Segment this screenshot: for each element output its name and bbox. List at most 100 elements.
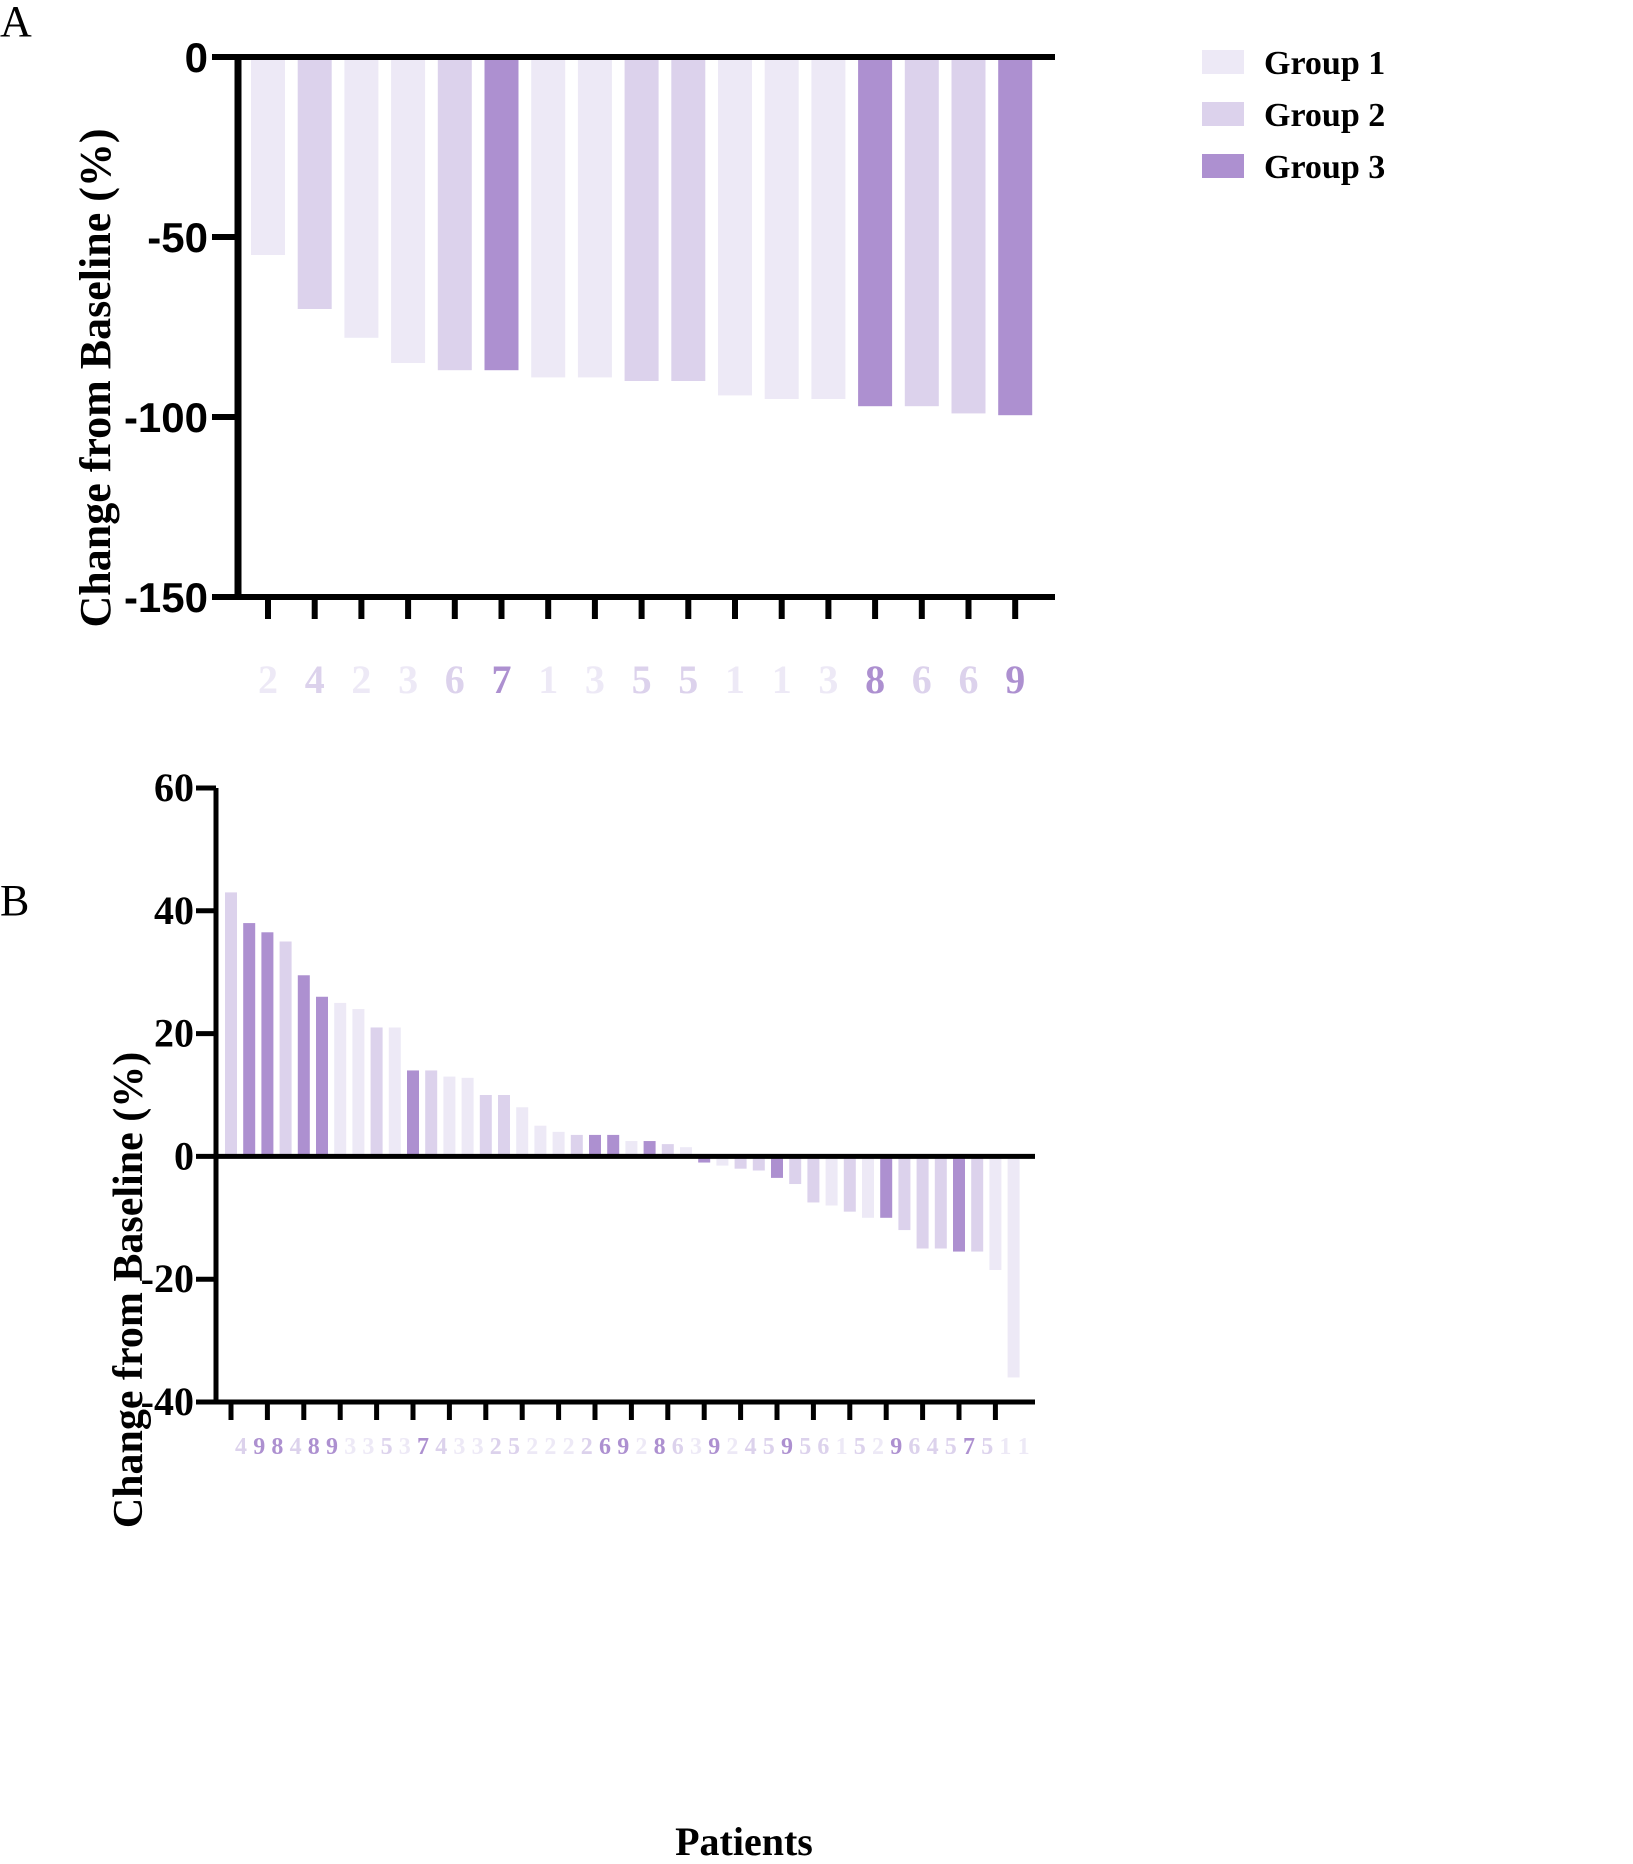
panel-a-category-label: 1 [772, 657, 792, 702]
panel-b-bar [698, 1156, 711, 1163]
panel-a-bar [437, 57, 472, 371]
panel-b-bar [789, 1156, 802, 1185]
panel-b-category-label: 8 [654, 1434, 666, 1460]
panel-b-bar [570, 1134, 583, 1157]
panel-a-category-label: 5 [632, 657, 652, 702]
panel-a-category-label: 1 [538, 657, 558, 702]
panel-a-bar [718, 57, 752, 396]
panel-a-bar [998, 57, 1033, 416]
panel-b-bar [352, 1009, 365, 1157]
panel-a-bar [531, 57, 566, 378]
panel-b-axes: 60 40 20 0 -20 -40 [141, 765, 1035, 1424]
panel-b-bar [388, 1027, 401, 1157]
panel-a-y-tick-label: -50 [147, 214, 208, 261]
panel-b-category-label: 7 [417, 1434, 429, 1460]
panel-a-category-label: 6 [959, 657, 979, 702]
legend-swatch [1202, 154, 1244, 178]
panel-b-bar [316, 996, 328, 1157]
panel-a-y-tick-label: -150 [124, 574, 208, 621]
panel-a-bar [858, 57, 893, 407]
panel-b-bar [479, 1095, 492, 1157]
panel-b-category-label: 6 [599, 1434, 611, 1460]
legend-label: Group 3 [1264, 149, 1385, 186]
panel-b-category-label: 2 [872, 1434, 884, 1460]
panel-a-category-label: 3 [818, 657, 838, 702]
panel-b-category-label: 6 [817, 1434, 829, 1460]
panel-a-y-axis-title: Change from Baseline (%) [71, 128, 120, 627]
panel-b-category-label: 4 [745, 1434, 757, 1460]
panel-b-bar [898, 1156, 911, 1231]
panel-b-category-label: 3 [472, 1434, 484, 1460]
panel-b-bar [461, 1077, 474, 1157]
panel-b-bar [880, 1156, 893, 1218]
panel-b-category-label: 5 [508, 1434, 520, 1460]
panel-a-bar [624, 57, 659, 381]
panel-a-category-label: 9 [1005, 657, 1025, 702]
panel-a-category-label: 8 [865, 657, 885, 702]
panel-b-bar [680, 1147, 692, 1157]
panel-b-y-tick-label: 40 [154, 888, 194, 933]
legend: Group 1 Group 2 Group 3 [1202, 45, 1385, 186]
panel-b-category-label: 4 [290, 1434, 302, 1460]
panel-b-category-label: 5 [854, 1434, 866, 1460]
panel-b-category-label: 4 [435, 1434, 447, 1460]
panel-b-category-label: 3 [453, 1434, 465, 1460]
panel-b-category-label: 9 [708, 1434, 720, 1460]
panel-b-category-label: 8 [271, 1434, 283, 1460]
panel-b-category-label: 7 [963, 1434, 975, 1460]
panel-a-bar [764, 57, 799, 399]
panel-b-bar [643, 1141, 656, 1157]
panel-b-category-label: 3 [399, 1434, 411, 1460]
panel-a-category-label: 1 [725, 657, 745, 702]
panel-b-category-label: 3 [362, 1434, 374, 1460]
panel-b-bar [516, 1107, 529, 1157]
panel-b-bar [279, 941, 292, 1157]
panel-label-b: B [0, 876, 29, 925]
panel-label-a: A [0, 0, 32, 46]
panel-a-bar [344, 57, 379, 338]
panel-b-bar [825, 1156, 838, 1206]
panel-a-category-label: 7 [492, 657, 512, 702]
panel-b-y-tick-label: -20 [141, 1256, 194, 1301]
panel-b-category-label: 6 [908, 1434, 920, 1460]
panel-b-bar [261, 932, 274, 1157]
panel-a-category-label: 2 [351, 657, 371, 702]
panel-a-category-label: 6 [912, 657, 932, 702]
panel-b-y-axis-title: Change from Baseline (%) [106, 1052, 152, 1528]
panel-b-category-label: 2 [563, 1434, 575, 1460]
panel-b-category-label: 9 [326, 1434, 338, 1460]
panel-b-category-label: 5 [763, 1434, 775, 1460]
panel-a-bar [904, 57, 939, 407]
panel-b-bar [771, 1156, 783, 1178]
panel-b-category-label: 1 [999, 1434, 1011, 1460]
panel-b-category-label: 2 [526, 1434, 538, 1460]
panel-a-y-tick-label: 0 [185, 34, 208, 81]
panel-b-bar [552, 1131, 565, 1157]
panel-b-bar [752, 1156, 765, 1171]
panel-b-bar [807, 1156, 820, 1203]
panel-a-category-label: 2 [258, 657, 278, 702]
panel-b-bar [225, 892, 237, 1157]
panel-b-category-label: 9 [890, 1434, 902, 1460]
panel-b-bar [862, 1156, 874, 1218]
panel-b-x-axis-title: Patients [675, 1819, 813, 1864]
panel-b-category-label: 2 [490, 1434, 502, 1460]
panel-b-bar [971, 1156, 984, 1252]
panel-b-category-label: 9 [781, 1434, 793, 1460]
panel-a-category-label: 3 [585, 657, 605, 702]
panel-b-category-label: 4 [235, 1434, 247, 1460]
panel-b-bar [661, 1144, 674, 1157]
panel-b-bar [370, 1027, 383, 1157]
panel-b-bar [334, 1002, 347, 1157]
panel-b-category-label: 8 [308, 1434, 320, 1460]
panel-a-category-label: 5 [678, 657, 698, 702]
panel-b-category-label: 5 [381, 1434, 393, 1460]
legend-swatch [1202, 102, 1244, 126]
panel-a-bar [671, 57, 706, 381]
panel-b-bar [589, 1134, 601, 1157]
panel-a-y-tick-label: -100 [124, 394, 208, 441]
panel-a-bar [297, 57, 332, 309]
panel-a-category-label: 4 [305, 657, 325, 702]
